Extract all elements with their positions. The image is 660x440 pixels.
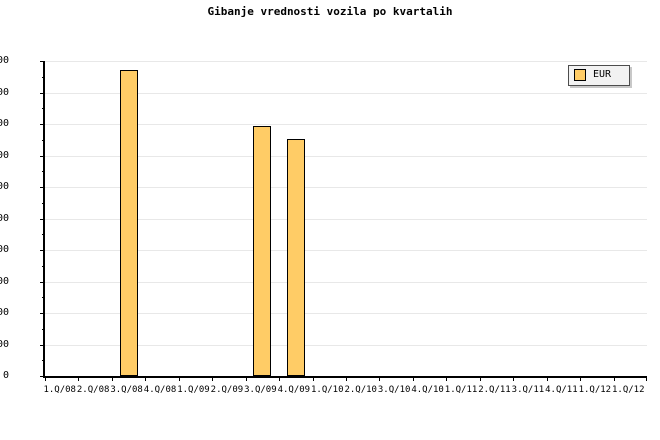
x-axis-tick-label: 4.Q/08 [143, 385, 177, 395]
gridline [45, 218, 647, 220]
y-axis-minor-tick [42, 328, 45, 330]
y-axis-tick-label: 1000 [0, 307, 9, 318]
x-axis-tick-label: 2.Q/10 [344, 385, 377, 395]
x-axis-tick-label: 3.Q/08 [110, 385, 143, 395]
x-axis-tick [78, 376, 79, 381]
legend-color-swatch-icon [574, 69, 586, 81]
y-axis-tick-label: 3000 [0, 181, 9, 192]
legend-entry-label: EUR [593, 69, 612, 80]
x-axis-tick [614, 376, 615, 381]
x-axis-tick-label: 1.Q/11 [444, 385, 478, 395]
x-axis-tick-label: 1.Q/08 [43, 385, 76, 395]
chart-title: Gibanje vrednosti vozila po kvartalih [207, 5, 453, 18]
x-axis-tick-label: 4.Q/09 [277, 385, 311, 395]
y-axis-tick [40, 124, 45, 125]
x-axis-tick-label: 1.Q/12 [612, 385, 645, 395]
y-axis-tick [40, 344, 45, 346]
x-axis-tick-label: 4.Q/10 [411, 385, 444, 395]
y-axis-tick-label: 3500 [0, 149, 9, 161]
x-axis-tick [246, 376, 247, 381]
gridline [45, 124, 647, 125]
gridline [45, 281, 647, 283]
gridline [45, 250, 647, 251]
bar[interactable] [286, 139, 305, 376]
x-axis-tick-label: 1.Q/12 [578, 385, 612, 395]
x-axis-tick [413, 376, 414, 381]
x-axis-tick-label: 3.Q/10 [377, 385, 411, 395]
y-axis-minor-tick [42, 265, 45, 267]
y-axis-tick [40, 187, 45, 188]
y-axis-tick-label: 4000 [0, 118, 9, 129]
y-axis-tick-label: 2500 [0, 212, 9, 224]
x-axis-tick [313, 376, 314, 381]
x-axis-tick [480, 376, 481, 381]
y-axis-tick-label: 500 [0, 338, 9, 350]
y-axis-tick [40, 218, 45, 220]
gridline [45, 344, 647, 346]
y-axis-minor-tick [42, 297, 45, 299]
x-axis-tick [112, 376, 113, 381]
y-axis-minor-tick [42, 234, 45, 236]
y-axis-minor-tick [42, 139, 45, 141]
x-axis-tick-label: 3.Q/09 [244, 385, 277, 395]
x-axis-tick [379, 376, 380, 381]
x-axis-tick [179, 376, 180, 381]
y-axis-tick-label: 5000 [0, 55, 9, 66]
y-axis-tick-label: 1500 [0, 275, 9, 287]
y-axis-tick-label: 0 [2, 370, 9, 381]
x-axis-tick [212, 376, 213, 381]
x-axis-tick-label: 3.Q/11 [511, 385, 545, 395]
bar[interactable] [253, 125, 272, 376]
x-axis-tick [279, 376, 280, 381]
bar[interactable] [119, 69, 138, 376]
y-axis-tick [40, 92, 45, 94]
x-axis-tick [646, 376, 647, 381]
x-axis-tick [346, 376, 347, 381]
y-axis-minor-tick [42, 108, 45, 110]
y-axis-tick-label: 2000 [0, 244, 9, 255]
y-axis-tick [40, 376, 45, 377]
chart-legend[interactable]: EUR [568, 65, 630, 86]
x-axis-tick [513, 376, 514, 381]
x-axis-tick [45, 376, 46, 381]
gridline [45, 155, 647, 157]
x-axis-tick-label: 2.Q/11 [478, 385, 511, 395]
legend-entry-eur[interactable]: EUR [574, 69, 611, 81]
y-axis-tick [40, 250, 45, 251]
y-axis-tick-label: 4500 [0, 86, 9, 98]
plot-area [40, 61, 647, 381]
y-axis-minor-tick [42, 171, 45, 173]
x-axis-tick [145, 376, 146, 381]
x-axis-tick-label: 4.Q/11 [545, 385, 578, 395]
x-axis-tick-label: 2.Q/08 [76, 385, 110, 395]
x-axis-tick [446, 376, 447, 381]
x-axis-tick [580, 376, 581, 381]
x-axis-tick-label: 1.Q/10 [311, 385, 344, 395]
y-axis-tick [40, 155, 45, 157]
y-axis-tick [40, 281, 45, 283]
gridline [45, 92, 647, 94]
x-axis-tick-label: 2.Q/09 [210, 385, 244, 395]
x-axis-tick-label: 1.Q/09 [177, 385, 210, 395]
y-axis-tick [40, 61, 45, 62]
y-axis-minor-tick [42, 360, 45, 362]
gridline [45, 187, 647, 188]
y-axis-minor-tick [42, 76, 45, 78]
gridline [45, 313, 647, 314]
y-axis-minor-tick [42, 202, 45, 204]
x-axis-tick [547, 376, 548, 381]
gridline [45, 61, 647, 62]
y-axis-tick [40, 313, 45, 314]
